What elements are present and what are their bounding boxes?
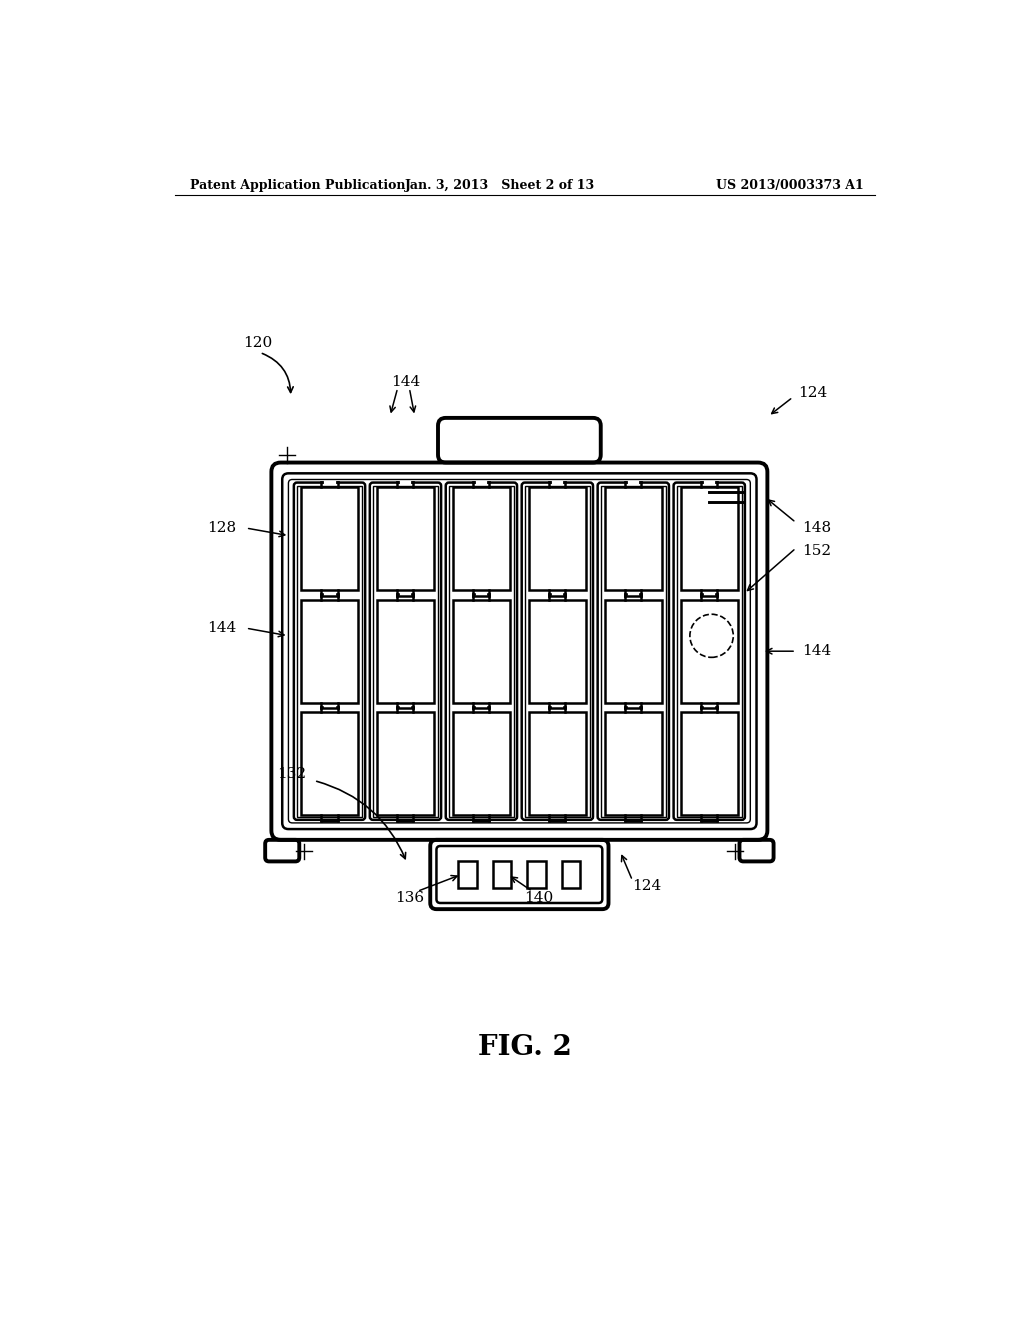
Text: 128: 128	[208, 521, 237, 535]
Text: 152: 152	[802, 544, 831, 558]
Text: 144: 144	[802, 644, 831, 659]
Text: FIG. 2: FIG. 2	[478, 1035, 571, 1061]
Text: 120: 120	[243, 337, 272, 350]
Text: 136: 136	[395, 891, 424, 904]
Text: Jan. 3, 2013   Sheet 2 of 13: Jan. 3, 2013 Sheet 2 of 13	[404, 178, 595, 191]
Text: 124: 124	[632, 879, 662, 894]
Text: 144: 144	[207, 622, 237, 635]
Text: Patent Application Publication: Patent Application Publication	[190, 178, 406, 191]
Text: 132: 132	[278, 767, 306, 781]
Text: 148: 148	[802, 521, 831, 535]
Text: 124: 124	[799, 387, 827, 400]
Text: US 2013/0003373 A1: US 2013/0003373 A1	[717, 178, 864, 191]
Text: 140: 140	[524, 891, 553, 904]
Text: 144: 144	[391, 375, 420, 388]
